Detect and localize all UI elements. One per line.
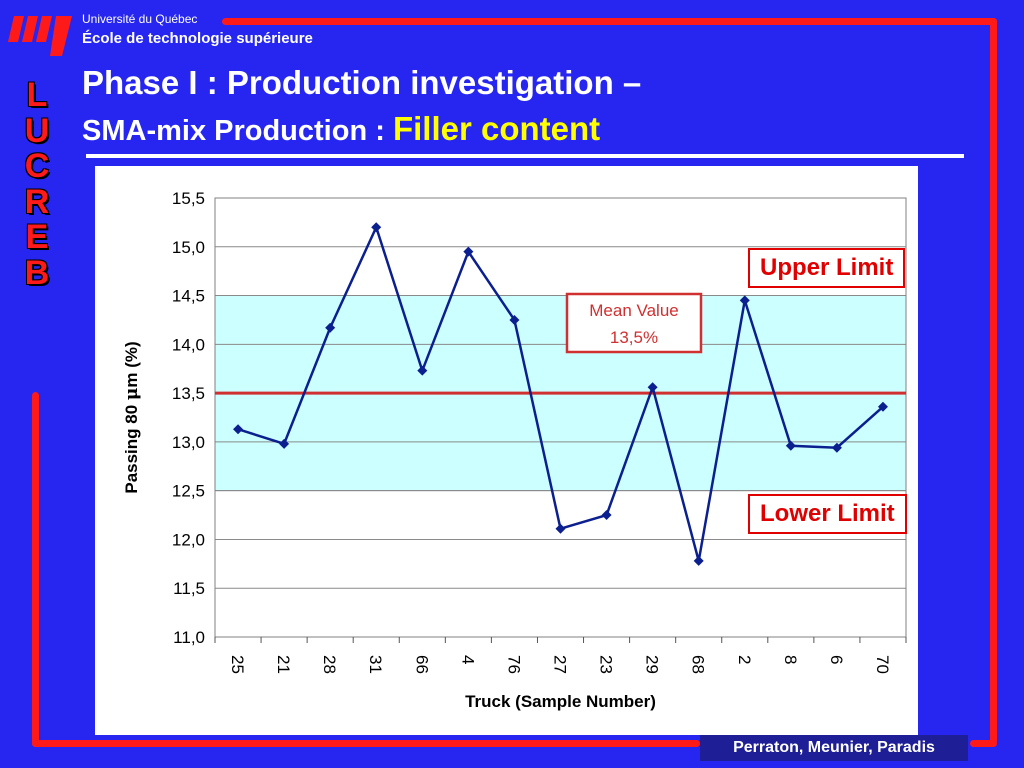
x-tick-label: 4 [458,655,477,664]
slide-title-highlight: Filler content [392,110,601,147]
x-tick-label: 29 [643,655,662,674]
y-tick-label: 13,0 [172,433,205,452]
ets-logo-icon [8,16,72,56]
y-tick-label: 14,5 [172,287,205,306]
lucreb-letter: E [25,218,49,256]
lucreb-letter: U [24,111,50,150]
slide-title-line1: Phase I : Production investigation – [82,64,642,101]
x-tick-label: 76 [504,655,523,674]
lower-limit-callout: Lower Limit [748,494,907,534]
y-tick-label: 12,5 [172,482,205,501]
y-tick-label: 12,0 [172,530,205,549]
plot-area-frame [214,197,907,638]
x-tick-label: 31 [366,655,385,674]
frame-top-border [222,18,997,25]
frame-left-border [32,392,39,747]
lucreb-letter: L [26,76,48,114]
x-tick-label: 68 [689,655,708,674]
mean-value-number: 13,5% [610,328,658,347]
x-tick-label: 23 [597,655,616,674]
data-point [785,440,796,451]
data-point [509,314,520,325]
y-axis-label: Passing 80 μm (%) [122,341,142,493]
data-point [463,246,474,257]
x-tick-label: 27 [551,655,570,674]
x-tick-label: 6 [827,655,846,664]
frame-bottom-right-border [970,740,997,747]
data-point [371,222,382,233]
x-tick-label: 21 [274,655,293,674]
mean-value-label: Mean Value [589,301,678,320]
lucreb-letter: R [24,182,50,221]
data-point [647,382,658,393]
data-point [693,555,704,566]
data-point [601,510,612,521]
x-tick-label: 2 [735,655,754,664]
x-tick-label: 8 [781,655,800,664]
x-tick-label: 28 [320,655,339,674]
lucreb-logo: L U C R E B [17,76,57,292]
data-point [417,365,428,376]
data-point [877,401,888,412]
data-point [555,523,566,534]
upper-limit-callout: Upper Limit [748,248,906,288]
slide-title-line2: SMA-mix Production : Filler content [82,110,600,148]
x-tick-label: 66 [412,655,431,674]
y-axis-label-mu: μ [122,388,142,400]
university-name: Université du Québec [82,12,198,26]
y-tick-label: 14,0 [172,335,205,354]
y-tick-label: 11,5 [173,579,205,598]
mean-value-box-frame [565,292,703,354]
y-tick-label: 15,0 [172,238,205,257]
data-point [233,424,244,435]
y-tick-label: 13,5 [172,384,205,403]
footer-authors: Perraton, Meunier, Paradis [700,735,968,761]
slide-title-part1: SMA-mix Production : [82,115,393,147]
data-point [325,322,336,333]
data-point [739,295,750,306]
data-point [279,438,290,449]
x-tick-label: 25 [228,655,247,674]
y-tick-label: 11,0 [173,628,205,647]
y-axis-label-prefix: Passing 80 [122,400,141,494]
frame-right-border [990,18,997,744]
y-tick-label: 15,5 [172,189,205,208]
data-point [831,442,842,453]
frame-bottom-border [32,740,700,747]
mean-value-box: Mean Value 13,5% [565,292,703,354]
x-axis-label: Truck (Sample Number) [465,692,656,711]
y-axis-label-suffix: m (%) [122,341,141,387]
lucreb-letter: B [24,253,50,292]
lucreb-letter: C [24,147,50,185]
x-tick-label: 70 [873,655,892,674]
title-underline [86,154,964,158]
school-name: École de technologie supérieure [82,30,313,47]
